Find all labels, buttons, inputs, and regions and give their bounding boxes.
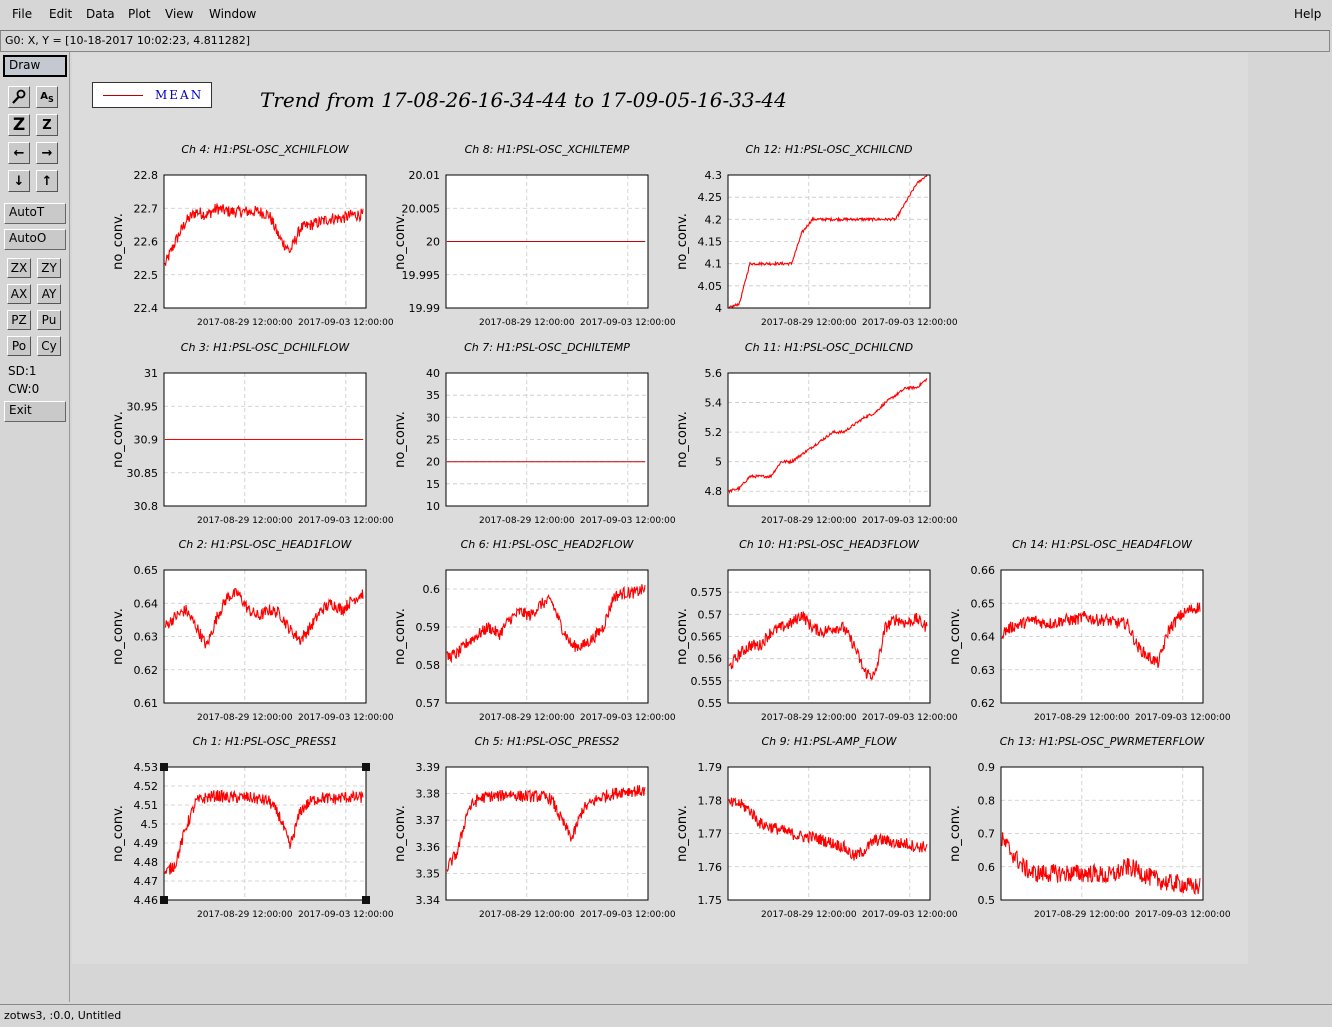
zoom-z-large-icon: Z (12, 115, 26, 135)
zoom-small-button[interactable]: Z (36, 114, 58, 136)
menu-window[interactable]: Window (209, 7, 257, 21)
magnifier-icon (12, 89, 26, 104)
menu-help[interactable]: Help (1294, 7, 1322, 21)
pu-button[interactable]: Pu (37, 310, 61, 330)
plot-canvas-margin (1248, 53, 1332, 964)
menu-data[interactable]: Data (86, 7, 115, 21)
coordinate-readout: G0: X, Y = [10-18-2017 10:02:23, 4.81128… (5, 34, 251, 47)
status-bar: zotws3, :0.0, Untitled (0, 1004, 1332, 1027)
legend-label: MEAN (155, 88, 204, 102)
draw-button[interactable]: Draw (3, 55, 67, 77)
autoo-button[interactable]: AutoO (4, 229, 66, 250)
pz-button[interactable]: PZ (7, 310, 31, 330)
pan-right-button[interactable]: → (36, 142, 58, 164)
arrow-right-icon: → (41, 145, 53, 161)
po-button[interactable]: Po (7, 336, 31, 356)
cw-label: CW:0 (8, 382, 40, 396)
tool-panel: Draw AS Z Z ← → ↓ ↑ AutoT AutoO ZX ZY AX… (0, 52, 70, 1002)
magnify-tool-button[interactable] (8, 86, 30, 108)
status-text: zotws3, :0.0, Untitled (4, 1009, 122, 1022)
coordinate-readout-bar: G0: X, Y = [10-18-2017 10:02:23, 4.81128… (0, 30, 1330, 52)
ax-button[interactable]: AX (7, 284, 31, 304)
menu-plot[interactable]: Plot (128, 7, 151, 21)
autot-button[interactable]: AutoT (4, 203, 66, 224)
zoom-z-small-icon: Z (42, 117, 52, 133)
zy-button[interactable]: ZY (37, 258, 61, 278)
arrow-down-icon: ↓ (13, 173, 25, 189)
cy-button[interactable]: Cy (37, 336, 61, 356)
menu-bar: File Edit Data Plot View Window Help (0, 0, 1332, 29)
arrow-up-icon: ↑ (41, 173, 53, 189)
pan-up-button[interactable]: ↑ (36, 170, 58, 192)
main-title: Trend from 17-08-26-16-34-44 to 17-09-05… (260, 88, 787, 112)
zx-button[interactable]: ZX (7, 258, 31, 278)
menu-edit[interactable]: Edit (49, 7, 73, 21)
zoom-large-button[interactable]: Z (8, 114, 30, 136)
legend-box[interactable]: MEAN (92, 82, 212, 108)
text-tool-icon: AS (40, 90, 54, 104)
menu-view[interactable]: View (165, 7, 194, 21)
pan-left-button[interactable]: ← (8, 142, 30, 164)
arrow-left-icon: ← (13, 145, 25, 161)
plot-canvas[interactable] (72, 53, 1248, 964)
sd-label: SD:1 (8, 364, 37, 378)
legend-line-swatch (103, 95, 143, 96)
pan-down-button[interactable]: ↓ (8, 170, 30, 192)
ay-button[interactable]: AY (37, 284, 61, 304)
exit-button[interactable]: Exit (4, 401, 66, 422)
text-tool-button[interactable]: AS (36, 86, 58, 108)
menu-file[interactable]: File (12, 7, 33, 21)
